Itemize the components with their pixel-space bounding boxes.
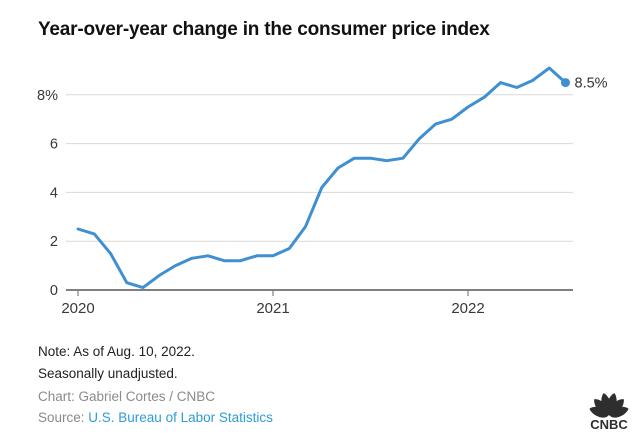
chart-credit: Chart: Gabriel Cortes / CNBC [38, 389, 216, 404]
y-tick-label: 4 [50, 185, 58, 201]
chart-note-adjustment: Seasonally unadjusted. [38, 366, 178, 381]
cpi-line [76, 66, 567, 290]
chart-source-line: Source: U.S. Bureau of Labor Statistics [38, 410, 273, 425]
y-tick-label: 0 [50, 283, 58, 299]
y-tick-label: 8% [37, 88, 58, 104]
chart-note-date: Note: As of Aug. 10, 2022. [38, 344, 195, 359]
x-tick-label: 2022 [451, 300, 484, 317]
source-label: Source: [38, 410, 89, 425]
peacock-icon [589, 393, 629, 418]
end-value-label: 8.5% [575, 76, 608, 92]
cnbc-logo-text: CNBC [590, 417, 628, 432]
y-tick-label: 2 [50, 234, 58, 250]
end-point-marker [561, 78, 570, 88]
cnbc-logo: CNBC [589, 393, 629, 432]
source-link[interactable]: U.S. Bureau of Labor Statistics [88, 410, 273, 425]
x-tick-label: 2021 [256, 300, 289, 317]
chart-title: Year-over-year change in the consumer pr… [38, 19, 490, 40]
x-tick-label: 2020 [61, 300, 94, 317]
y-tick-label: 6 [50, 137, 58, 153]
cpi-line-chart: 0 2 4 6 8% 2020 2021 2022 8.5% [37, 66, 608, 317]
